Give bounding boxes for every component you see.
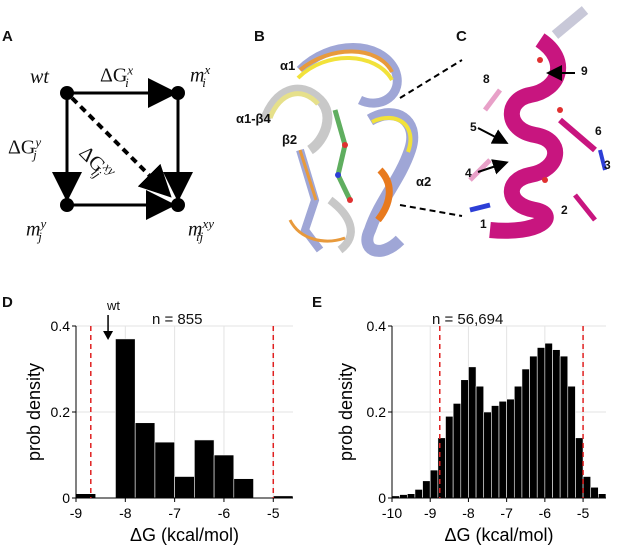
- hist-e-bar-25: [582, 476, 592, 499]
- hist-e-bar-12: [483, 411, 492, 499]
- hist-e-bar-7: [445, 415, 454, 499]
- residue-label-5: 5: [470, 120, 477, 134]
- hist-e-ytick-label-0: 0: [378, 490, 386, 506]
- hist-d-xtick-label-0: -9: [70, 505, 83, 521]
- hist-d-xtick-label-2: -7: [168, 505, 181, 521]
- hist-e-xtick-label-4: -6: [539, 505, 552, 521]
- hist-e-bar-23: [567, 385, 576, 499]
- hist-e-bar-16: [513, 385, 523, 499]
- residue-label-1: 1: [480, 217, 487, 231]
- hist-e-bar-18: [529, 355, 538, 499]
- hist-e-bar-3: [414, 489, 423, 499]
- hist-e-bar-27: [598, 493, 607, 499]
- hist-e-ytick-label-1: 0.2: [367, 404, 387, 420]
- hist-e-bar-21: [552, 349, 561, 499]
- hist-d-wt-arrow-head: [103, 331, 114, 340]
- hist-e-bar-20: [544, 342, 553, 499]
- edge-label-left: ΔGyj: [8, 134, 42, 162]
- hist-e-bar-9: [460, 379, 469, 499]
- hist-e-xtick-label-3: -7: [500, 505, 513, 521]
- node-label-mx: mxi: [190, 62, 211, 90]
- node-label-wt: wt: [30, 66, 49, 88]
- hist-d-ytick-label-0: 0: [62, 490, 70, 506]
- hist-e-bar-22: [559, 355, 569, 499]
- residue-label-4: 4: [465, 166, 472, 180]
- hist-e-bar-11: [475, 385, 485, 499]
- node-label-mxy: mxyij: [188, 216, 214, 244]
- hist-e-bar-1: [399, 494, 408, 499]
- panel-letter-a: A: [2, 28, 13, 45]
- node-label-my: myj: [26, 216, 47, 244]
- hist-e-bar-13: [491, 405, 500, 499]
- hist-d-wt-label: wt: [107, 298, 120, 313]
- hist-e-bar-17: [521, 368, 530, 499]
- node-mx: [171, 86, 185, 100]
- hist-e-ytick-label-2: 0.4: [367, 318, 387, 334]
- structure-label-b2: β2: [282, 132, 298, 147]
- hist-e-xtick-label-0: -10: [382, 505, 402, 521]
- panel-letter-c: C: [456, 28, 467, 45]
- hist-e-xtick-label-5: -5: [577, 505, 590, 521]
- hist-e-ylabel: prob density: [336, 363, 356, 461]
- hist-e-xtick-label-2: -8: [462, 505, 475, 521]
- structure-label-a2: α2: [416, 174, 432, 189]
- node-mxy: [171, 198, 185, 212]
- hist-e-bar-5: [429, 469, 439, 499]
- hist-e-bar-6: [437, 437, 446, 499]
- hist-d-xtick-label-1: -8: [119, 505, 132, 521]
- hist-e-xlabel: ΔG (kcal/mol): [444, 525, 553, 545]
- node-my: [60, 198, 74, 212]
- hist-e-bar-19: [536, 347, 546, 499]
- residue-label-3: 3: [604, 158, 611, 172]
- structure-label-a1-b4: α1-β4: [236, 111, 271, 126]
- residue-label-8: 8: [483, 72, 490, 86]
- panel-letter-e: E: [312, 294, 323, 311]
- node-wt: [60, 86, 74, 100]
- hist-e-bar-26: [590, 486, 599, 499]
- hist-e-bar-8: [452, 403, 462, 499]
- hist-d-ylabel: prob density: [24, 363, 44, 461]
- hist-e-annotation: n = 56,694: [432, 311, 504, 328]
- hist-e-xtick-label-1: -9: [424, 505, 437, 521]
- hist-e-bar-24: [575, 437, 584, 499]
- hist-d-xtick-label-4: -5: [267, 505, 280, 521]
- hist-d-ytick-label-2: 0.4: [51, 318, 71, 334]
- hist-e-bar-14: [498, 400, 507, 499]
- edge-label-top: ΔGxi: [100, 62, 134, 90]
- hist-e-bar-4: [422, 480, 431, 499]
- structure-ribbons: [260, 43, 419, 257]
- residue-label-9: 9: [581, 64, 588, 78]
- hist-e-bar-15: [506, 398, 515, 499]
- residue-label-2: 2: [561, 203, 568, 217]
- hist-d-ytick-label-1: 0.2: [51, 404, 71, 420]
- hist-e-bar-10: [468, 366, 477, 499]
- edge-diagonal-arrow: [70, 96, 172, 198]
- residue-label-6: 6: [595, 124, 602, 138]
- structure-label-a1: α1: [280, 58, 296, 73]
- helix-ribbon: [468, 6, 607, 239]
- panel-letter-b: B: [254, 28, 265, 45]
- hist-d-xlabel: ΔG (kcal/mol): [130, 525, 239, 545]
- hist-d-xtick-label-3: -6: [218, 505, 231, 521]
- panel-letter-d: D: [2, 294, 13, 311]
- hist-e-bar-2: [406, 493, 416, 499]
- hist-d-annotation: n = 855: [152, 311, 203, 328]
